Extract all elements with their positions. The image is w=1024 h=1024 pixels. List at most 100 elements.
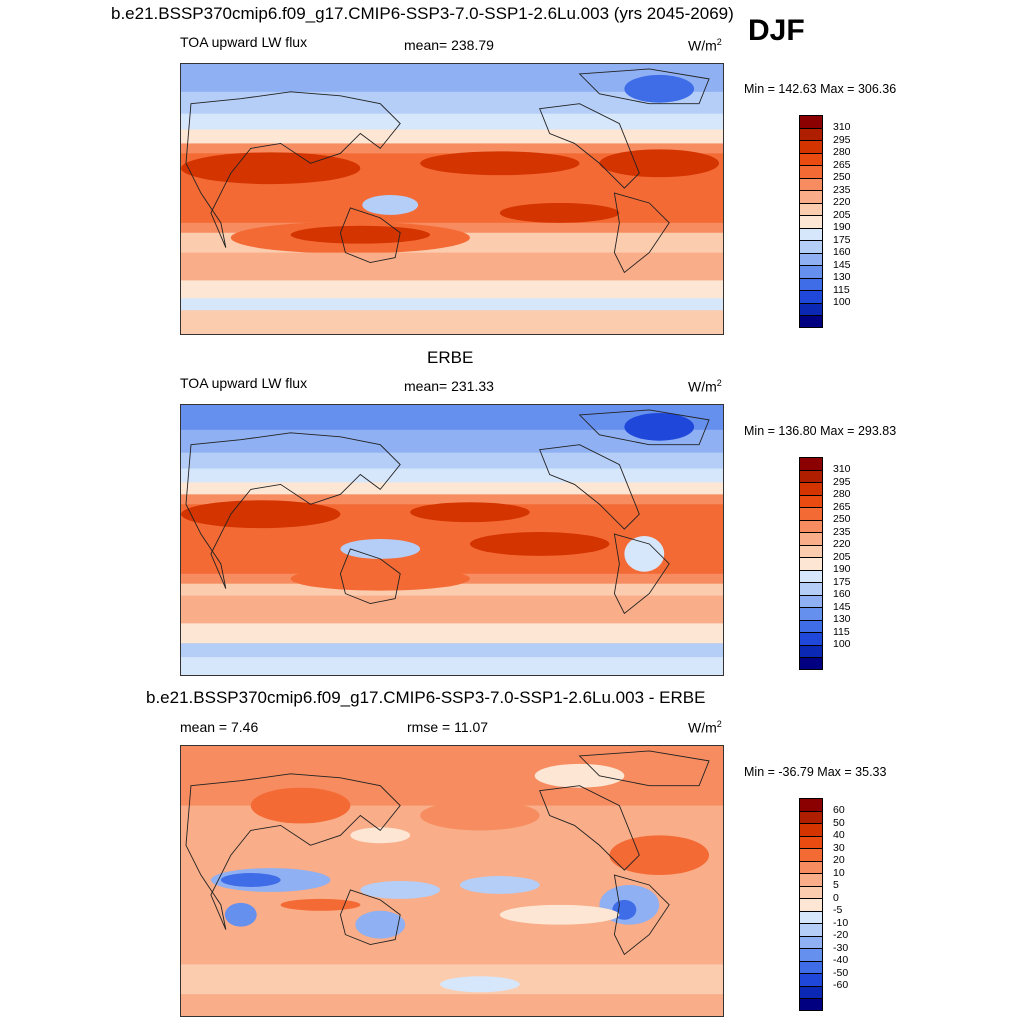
colorbar-tick-label: 280 <box>833 488 851 501</box>
colorbar-swatch <box>799 457 823 470</box>
colorbar-swatch <box>799 177 823 191</box>
panel3-mean-label: mean = 7.46 <box>180 719 259 735</box>
colorbar-swatch <box>799 848 823 861</box>
colorbar-swatch <box>799 215 823 228</box>
colorbar-swatch <box>799 569 823 583</box>
colorbar-tick-label: 130 <box>833 613 851 626</box>
colorbar-tick-label: 250 <box>833 513 851 526</box>
colorbar-tick-label: -30 <box>833 941 849 954</box>
colorbar-tick-label: 145 <box>833 258 851 271</box>
colorbar-tick-label: 10 <box>833 866 845 879</box>
colorbar-tick-label: 235 <box>833 525 851 538</box>
colorbar-tick-label: 310 <box>833 463 851 476</box>
colorbar-swatch <box>799 873 823 886</box>
panel2-colorbar <box>799 457 823 670</box>
colorbar-swatch <box>799 948 823 961</box>
colorbar-tick-label: -10 <box>833 916 849 929</box>
colorbar-tick-label: 220 <box>833 196 851 209</box>
colorbar-tick-label: 30 <box>833 841 845 854</box>
colorbar-tick-label: -60 <box>833 979 849 992</box>
panel2-map <box>180 404 724 676</box>
colorbar-swatch <box>799 810 823 824</box>
colorbar-tick-label: 295 <box>833 475 851 488</box>
panel2-title: ERBE <box>427 348 474 367</box>
colorbar-swatch <box>799 227 823 241</box>
colorbar-swatch <box>799 507 823 520</box>
colorbar-swatch <box>799 315 823 328</box>
colorbar-swatch <box>799 594 823 608</box>
colorbar-swatch <box>799 519 823 533</box>
colorbar-tick-label: 50 <box>833 816 845 829</box>
colorbar-swatch <box>799 240 823 253</box>
colorbar-tick-label: -40 <box>833 954 849 967</box>
colorbar-swatch <box>799 973 823 986</box>
colorbar-tick-label: 235 <box>833 183 851 196</box>
colorbar-swatch <box>799 960 823 974</box>
panel2-mean-label: mean= 231.33 <box>404 378 494 394</box>
colorbar-swatch <box>799 860 823 874</box>
colorbar-swatch <box>799 469 823 483</box>
panel1-colorbar <box>799 115 823 328</box>
colorbar-swatch <box>799 644 823 658</box>
colorbar-swatch <box>799 202 823 216</box>
panel2-minmax: Min = 136.80 Max = 293.83 <box>744 424 897 438</box>
colorbar-tick-label: 0 <box>833 891 839 904</box>
panel3-colorbar <box>799 798 823 1011</box>
panel1-map <box>180 63 724 335</box>
panel3-map <box>180 745 724 1017</box>
season-label: DJF <box>748 14 805 47</box>
colorbar-swatch <box>799 544 823 558</box>
colorbar-swatch <box>799 140 823 153</box>
colorbar-tick-label: 205 <box>833 208 851 221</box>
panel1-minmax: Min = 142.63 Max = 306.36 <box>744 82 897 96</box>
colorbar-tick-label: 5 <box>833 879 839 892</box>
colorbar-tick-label: 190 <box>833 563 851 576</box>
colorbar-swatch <box>799 532 823 545</box>
colorbar-swatch <box>799 582 823 595</box>
colorbar-swatch <box>799 985 823 999</box>
figure-title: b.e21.BSSP370cmip6.f09_g17.CMIP6-SSP3-7.… <box>111 4 734 23</box>
colorbar-tick-label: 160 <box>833 588 851 601</box>
panel2-units: W/m2 <box>688 378 722 395</box>
colorbar-tick-label: 280 <box>833 146 851 159</box>
colorbar-swatch <box>799 290 823 303</box>
colorbar-swatch <box>799 494 823 508</box>
colorbar-tick-label: 220 <box>833 538 851 551</box>
colorbar-tick-label: 175 <box>833 233 851 246</box>
colorbar-tick-label: -5 <box>833 904 843 917</box>
colorbar-tick-label: 115 <box>833 625 850 638</box>
colorbar-swatch <box>799 898 823 911</box>
colorbar-tick-label: 40 <box>833 829 845 842</box>
colorbar-swatch <box>799 165 823 178</box>
colorbar-tick-label: 295 <box>833 133 851 146</box>
panel1-field-label: TOA upward LW flux <box>180 34 308 50</box>
colorbar-swatch <box>799 302 823 316</box>
colorbar-swatch <box>799 885 823 899</box>
colorbar-tick-label: 190 <box>833 221 851 234</box>
colorbar-tick-label: 205 <box>833 550 851 563</box>
colorbar-swatch <box>799 998 823 1011</box>
colorbar-swatch <box>799 277 823 291</box>
colorbar-tick-label: -50 <box>833 966 849 979</box>
colorbar-swatch <box>799 482 823 495</box>
colorbar-tick-label: 265 <box>833 158 851 171</box>
colorbar-tick-label: 145 <box>833 600 851 613</box>
colorbar-swatch <box>799 152 823 166</box>
colorbar-tick-label: -20 <box>833 929 849 942</box>
colorbar-tick-label: 20 <box>833 854 845 867</box>
colorbar-tick-label: 130 <box>833 271 851 284</box>
colorbar-swatch <box>799 910 823 924</box>
colorbar-swatch <box>799 835 823 849</box>
panel1-mean-label: mean= 238.79 <box>404 37 494 53</box>
colorbar-swatch <box>799 619 823 633</box>
colorbar-tick-label: 175 <box>833 575 851 588</box>
panel3-units: W/m2 <box>688 719 722 736</box>
colorbar-swatch <box>799 798 823 811</box>
colorbar-tick-label: 115 <box>833 283 850 296</box>
colorbar-tick-label: 250 <box>833 171 851 184</box>
panel3-rmse-label: rmse = 11.07 <box>407 719 489 735</box>
colorbar-swatch <box>799 190 823 203</box>
colorbar-swatch <box>799 252 823 266</box>
colorbar-swatch <box>799 607 823 620</box>
colorbar-swatch <box>799 923 823 936</box>
